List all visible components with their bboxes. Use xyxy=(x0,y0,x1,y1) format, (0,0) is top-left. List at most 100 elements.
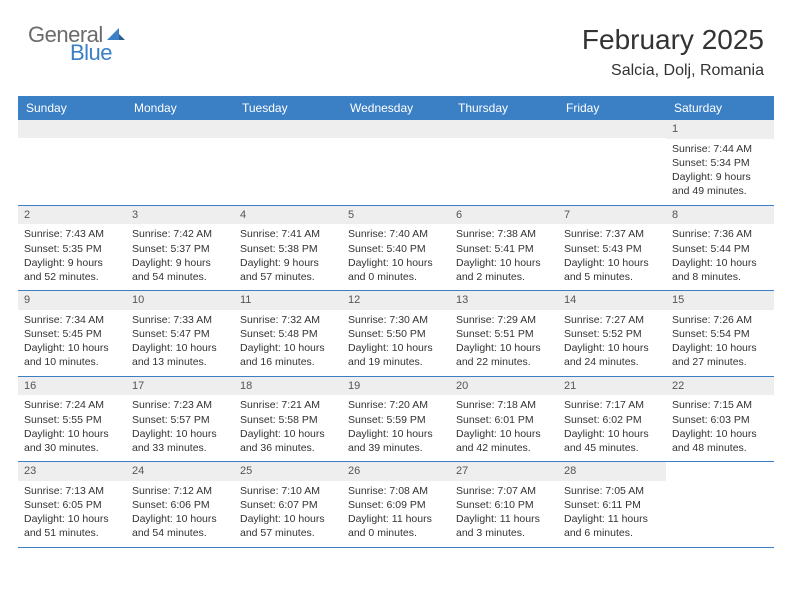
daylight-line: Daylight: 10 hours and 54 minutes. xyxy=(132,512,228,540)
daylight-line: Daylight: 10 hours and 45 minutes. xyxy=(564,427,660,455)
sunrise-line: Sunrise: 7:18 AM xyxy=(456,398,552,412)
day-details: Sunrise: 7:43 AMSunset: 5:35 PMDaylight:… xyxy=(18,224,126,290)
sunrise-line: Sunrise: 7:32 AM xyxy=(240,313,336,327)
sunset-line: Sunset: 5:50 PM xyxy=(348,327,444,341)
sunrise-line: Sunrise: 7:08 AM xyxy=(348,484,444,498)
daylight-line: Daylight: 10 hours and 24 minutes. xyxy=(564,341,660,369)
day-cell: 12Sunrise: 7:30 AMSunset: 5:50 PMDayligh… xyxy=(342,291,450,376)
day-header-sunday: Sunday xyxy=(18,96,126,120)
day-number: 27 xyxy=(450,462,558,481)
day-details: Sunrise: 7:12 AMSunset: 6:06 PMDaylight:… xyxy=(126,481,234,547)
sunrise-line: Sunrise: 7:07 AM xyxy=(456,484,552,498)
daylight-line: Daylight: 10 hours and 30 minutes. xyxy=(24,427,120,455)
day-details: Sunrise: 7:38 AMSunset: 5:41 PMDaylight:… xyxy=(450,224,558,290)
sunset-line: Sunset: 5:37 PM xyxy=(132,242,228,256)
day-cell: 6Sunrise: 7:38 AMSunset: 5:41 PMDaylight… xyxy=(450,206,558,291)
week-row: 23Sunrise: 7:13 AMSunset: 6:05 PMDayligh… xyxy=(18,462,774,548)
title-block: February 2025 Salcia, Dolj, Romania xyxy=(582,24,764,80)
day-number: 23 xyxy=(18,462,126,481)
day-cell: 11Sunrise: 7:32 AMSunset: 5:48 PMDayligh… xyxy=(234,291,342,376)
day-cell: 23Sunrise: 7:13 AMSunset: 6:05 PMDayligh… xyxy=(18,462,126,547)
daylight-line: Daylight: 10 hours and 8 minutes. xyxy=(672,256,768,284)
sunrise-line: Sunrise: 7:26 AM xyxy=(672,313,768,327)
day-details: Sunrise: 7:34 AMSunset: 5:45 PMDaylight:… xyxy=(18,310,126,376)
daylight-line: Daylight: 10 hours and 36 minutes. xyxy=(240,427,336,455)
week-row: 1Sunrise: 7:44 AMSunset: 5:34 PMDaylight… xyxy=(18,120,774,206)
daylight-line: Daylight: 10 hours and 0 minutes. xyxy=(348,256,444,284)
day-cell-empty xyxy=(126,120,234,205)
day-details: Sunrise: 7:40 AMSunset: 5:40 PMDaylight:… xyxy=(342,224,450,290)
day-details: Sunrise: 7:41 AMSunset: 5:38 PMDaylight:… xyxy=(234,224,342,290)
sunset-line: Sunset: 6:07 PM xyxy=(240,498,336,512)
day-number: 17 xyxy=(126,377,234,396)
sunrise-line: Sunrise: 7:15 AM xyxy=(672,398,768,412)
day-cell-empty xyxy=(666,462,774,547)
week-row: 16Sunrise: 7:24 AMSunset: 5:55 PMDayligh… xyxy=(18,377,774,463)
day-number: 15 xyxy=(666,291,774,310)
daylight-line: Daylight: 11 hours and 0 minutes. xyxy=(348,512,444,540)
day-details: Sunrise: 7:29 AMSunset: 5:51 PMDaylight:… xyxy=(450,310,558,376)
daylight-line: Daylight: 10 hours and 51 minutes. xyxy=(24,512,120,540)
day-details: Sunrise: 7:07 AMSunset: 6:10 PMDaylight:… xyxy=(450,481,558,547)
day-details: Sunrise: 7:05 AMSunset: 6:11 PMDaylight:… xyxy=(558,481,666,547)
day-header-saturday: Saturday xyxy=(666,96,774,120)
daylight-line: Daylight: 10 hours and 27 minutes. xyxy=(672,341,768,369)
sunset-line: Sunset: 5:43 PM xyxy=(564,242,660,256)
daylight-line: Daylight: 11 hours and 3 minutes. xyxy=(456,512,552,540)
daylight-line: Daylight: 9 hours and 57 minutes. xyxy=(240,256,336,284)
day-cell-empty xyxy=(234,120,342,205)
day-cell-empty xyxy=(450,120,558,205)
daylight-line: Daylight: 9 hours and 49 minutes. xyxy=(672,170,768,198)
sunset-line: Sunset: 5:54 PM xyxy=(672,327,768,341)
day-cell: 7Sunrise: 7:37 AMSunset: 5:43 PMDaylight… xyxy=(558,206,666,291)
sunrise-line: Sunrise: 7:42 AM xyxy=(132,227,228,241)
sunrise-line: Sunrise: 7:38 AM xyxy=(456,227,552,241)
daylight-line: Daylight: 10 hours and 42 minutes. xyxy=(456,427,552,455)
day-details: Sunrise: 7:21 AMSunset: 5:58 PMDaylight:… xyxy=(234,395,342,461)
sunrise-line: Sunrise: 7:29 AM xyxy=(456,313,552,327)
empty-day-bar xyxy=(234,120,342,138)
sunrise-line: Sunrise: 7:33 AM xyxy=(132,313,228,327)
sunrise-line: Sunrise: 7:37 AM xyxy=(564,227,660,241)
day-cell: 18Sunrise: 7:21 AMSunset: 5:58 PMDayligh… xyxy=(234,377,342,462)
day-details: Sunrise: 7:13 AMSunset: 6:05 PMDaylight:… xyxy=(18,481,126,547)
day-header-thursday: Thursday xyxy=(450,96,558,120)
sunrise-line: Sunrise: 7:17 AM xyxy=(564,398,660,412)
day-number: 18 xyxy=(234,377,342,396)
sunrise-line: Sunrise: 7:10 AM xyxy=(240,484,336,498)
day-details: Sunrise: 7:36 AMSunset: 5:44 PMDaylight:… xyxy=(666,224,774,290)
day-number: 21 xyxy=(558,377,666,396)
sunrise-line: Sunrise: 7:40 AM xyxy=(348,227,444,241)
day-number: 22 xyxy=(666,377,774,396)
sunset-line: Sunset: 5:51 PM xyxy=(456,327,552,341)
day-cell: 22Sunrise: 7:15 AMSunset: 6:03 PMDayligh… xyxy=(666,377,774,462)
day-number: 26 xyxy=(342,462,450,481)
day-details: Sunrise: 7:30 AMSunset: 5:50 PMDaylight:… xyxy=(342,310,450,376)
day-details: Sunrise: 7:27 AMSunset: 5:52 PMDaylight:… xyxy=(558,310,666,376)
day-cell: 3Sunrise: 7:42 AMSunset: 5:37 PMDaylight… xyxy=(126,206,234,291)
sunset-line: Sunset: 6:09 PM xyxy=(348,498,444,512)
day-number: 4 xyxy=(234,206,342,225)
week-row: 2Sunrise: 7:43 AMSunset: 5:35 PMDaylight… xyxy=(18,206,774,292)
daylight-line: Daylight: 9 hours and 52 minutes. xyxy=(24,256,120,284)
empty-day-bar xyxy=(126,120,234,138)
day-number: 19 xyxy=(342,377,450,396)
daylight-line: Daylight: 10 hours and 57 minutes. xyxy=(240,512,336,540)
day-cell: 25Sunrise: 7:10 AMSunset: 6:07 PMDayligh… xyxy=(234,462,342,547)
week-row: 9Sunrise: 7:34 AMSunset: 5:45 PMDaylight… xyxy=(18,291,774,377)
daylight-line: Daylight: 10 hours and 19 minutes. xyxy=(348,341,444,369)
day-details: Sunrise: 7:23 AMSunset: 5:57 PMDaylight:… xyxy=(126,395,234,461)
day-cell: 5Sunrise: 7:40 AMSunset: 5:40 PMDaylight… xyxy=(342,206,450,291)
day-details: Sunrise: 7:18 AMSunset: 6:01 PMDaylight:… xyxy=(450,395,558,461)
day-cell: 27Sunrise: 7:07 AMSunset: 6:10 PMDayligh… xyxy=(450,462,558,547)
logo-text-blue: Blue xyxy=(70,42,125,64)
day-header-tuesday: Tuesday xyxy=(234,96,342,120)
daylight-line: Daylight: 10 hours and 22 minutes. xyxy=(456,341,552,369)
day-number: 6 xyxy=(450,206,558,225)
sunrise-line: Sunrise: 7:24 AM xyxy=(24,398,120,412)
daylight-line: Daylight: 11 hours and 6 minutes. xyxy=(564,512,660,540)
day-details: Sunrise: 7:08 AMSunset: 6:09 PMDaylight:… xyxy=(342,481,450,547)
day-header-monday: Monday xyxy=(126,96,234,120)
day-details: Sunrise: 7:17 AMSunset: 6:02 PMDaylight:… xyxy=(558,395,666,461)
sunrise-line: Sunrise: 7:36 AM xyxy=(672,227,768,241)
